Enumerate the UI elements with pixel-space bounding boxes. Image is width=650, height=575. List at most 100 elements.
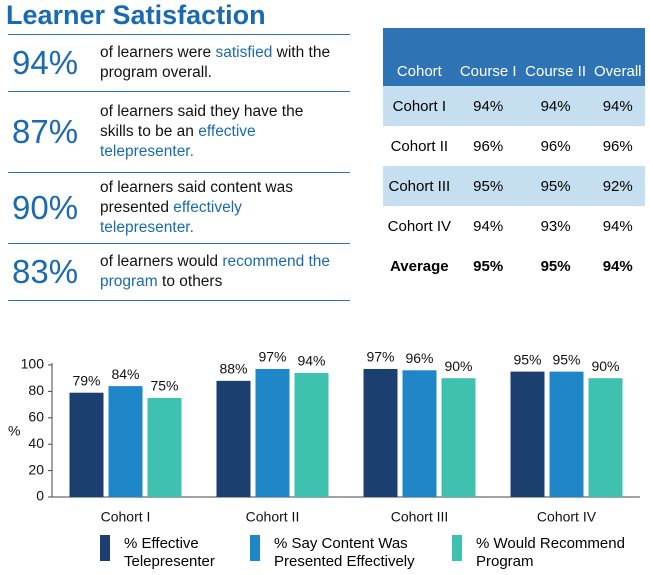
table-cell: 96%	[540, 137, 571, 155]
footer-cell: 94%	[602, 257, 633, 275]
stat-text-part: effectively telepresenter.	[100, 199, 242, 236]
stat-text-part: of learners said content was presented	[100, 179, 293, 216]
value-label: 96%	[405, 350, 433, 366]
bar	[510, 371, 545, 497]
bar	[255, 368, 290, 497]
table-cell: 95%	[520, 166, 591, 206]
stat-text: of learners would recommend the program …	[100, 252, 340, 292]
stat-text: of learners were satisfied with the prog…	[100, 43, 340, 83]
stat-text: of learners said they have the skills to…	[100, 102, 340, 162]
legend-item: % Would Recommend Program	[452, 535, 642, 571]
value-label: 90%	[444, 358, 472, 374]
stat-row: 83% of learners would recommend the progr…	[8, 243, 350, 301]
stat-row: 94% of learners were satisfied with the p…	[8, 34, 350, 91]
y-axis-label: %	[8, 423, 20, 439]
stat-text-part: effective telepresenter.	[100, 123, 256, 160]
stat-text-part: satisfied	[215, 44, 273, 61]
stat-figure: 83%	[12, 253, 79, 290]
table-cell: 94%	[602, 217, 633, 235]
table-cell: 93%	[540, 217, 571, 235]
value-label: 97%	[366, 349, 394, 365]
bar	[108, 386, 143, 497]
table-cell: Cohort I	[383, 86, 456, 126]
x-tick-label: Cohort III	[391, 509, 449, 525]
x-tick-label: Cohort II	[246, 509, 300, 525]
header-cell: Course II	[520, 28, 591, 86]
legend-label: % Would Recommend Program	[476, 535, 625, 570]
table-cell: Cohort III	[383, 166, 456, 206]
legend-swatch	[100, 535, 110, 561]
legend-label: % Effective Telepresenter	[124, 535, 215, 570]
table-cell: 96%	[602, 137, 633, 155]
header-cell: Cohort	[383, 28, 456, 86]
table-cell: 94%	[455, 86, 521, 126]
bar	[69, 392, 104, 497]
y-tick-label: 80	[28, 382, 44, 398]
value-label: 75%	[150, 378, 178, 394]
value-label: 88%	[219, 361, 247, 377]
stat-text-part: with the program overall.	[100, 44, 331, 81]
table-cell: 96%	[473, 137, 504, 155]
stat-text-part: of learners would	[100, 253, 219, 270]
stats: 94% of learners were satisfied with the p…	[8, 34, 350, 301]
bar	[147, 398, 182, 497]
table-header: Cohort Course I Course II Overall	[383, 28, 645, 86]
stat-text-part: to others	[162, 273, 223, 290]
value-label: 90%	[591, 358, 619, 374]
table-cell: Cohort IV	[387, 217, 452, 235]
footer-cell: 95%	[540, 257, 571, 275]
bar	[402, 370, 437, 497]
stat-text-part: of learners were	[100, 44, 212, 61]
table-row: Cohort I 94% 94% 94%	[383, 86, 645, 126]
value-label: 95%	[552, 351, 580, 367]
table-cell: 94%	[520, 86, 591, 126]
table-cell: Cohort II	[390, 137, 449, 155]
legend-item: % Say Content Was Presented Effectively	[250, 535, 440, 571]
value-label: 95%	[513, 351, 541, 367]
value-label: 84%	[111, 366, 139, 382]
stat-text-part: recommend the program	[100, 253, 331, 290]
value-label: 79%	[72, 372, 100, 388]
bar	[441, 378, 476, 497]
footer-cell: 95%	[473, 257, 504, 275]
stat-figure: 87%	[12, 113, 79, 150]
table-row: Cohort IV 94% 93% 94%	[383, 206, 645, 246]
header-cell: Course I	[455, 28, 521, 86]
bar	[588, 378, 623, 497]
y-tick-label: 40	[28, 435, 44, 451]
bar	[549, 371, 584, 497]
bar	[294, 372, 329, 497]
table-cell: 94%	[590, 86, 645, 126]
table-cell: 92%	[590, 166, 645, 206]
y-tick-label: 0	[36, 488, 44, 504]
legend-swatch	[452, 535, 462, 561]
legend-label: % Say Content Was Presented Effectively	[274, 535, 415, 570]
stat-text: of learners said content was presented e…	[100, 178, 340, 238]
legend-swatch	[250, 535, 260, 561]
table-cell: 95%	[455, 166, 521, 206]
stat-text-part: of learners said they have the skills to…	[100, 103, 304, 140]
y-tick-label: 100	[21, 356, 45, 372]
value-label: 94%	[297, 353, 325, 369]
table-row: Cohort II 96% 96% 96%	[383, 126, 645, 166]
bar	[216, 380, 251, 497]
x-tick-label: Cohort I	[101, 509, 151, 525]
stat-row: 90% of learners said content was presente…	[8, 172, 350, 243]
footer-cell: Average	[390, 257, 449, 275]
value-label: 97%	[258, 349, 286, 365]
y-tick-label: 20	[28, 461, 44, 477]
stat-figure: 94%	[12, 44, 79, 81]
bar	[363, 368, 398, 497]
cohort-table: Cohort Course I Course II Overall Cohort I 94…	[383, 28, 645, 286]
stat-row: 87% of learners said they have the skills…	[8, 91, 350, 172]
table-cell: 94%	[473, 217, 504, 235]
y-tick-label: 60	[28, 409, 44, 425]
table-footer: Average 95% 95% 94%	[383, 246, 645, 286]
x-tick-label: Cohort IV	[537, 509, 597, 525]
legend-item: % Effective Telepresenter	[100, 535, 230, 571]
table-row: Cohort III 95% 95% 92%	[383, 166, 645, 206]
title: Learner Satisfaction	[6, 0, 266, 30]
stat-figure: 90%	[12, 189, 79, 226]
